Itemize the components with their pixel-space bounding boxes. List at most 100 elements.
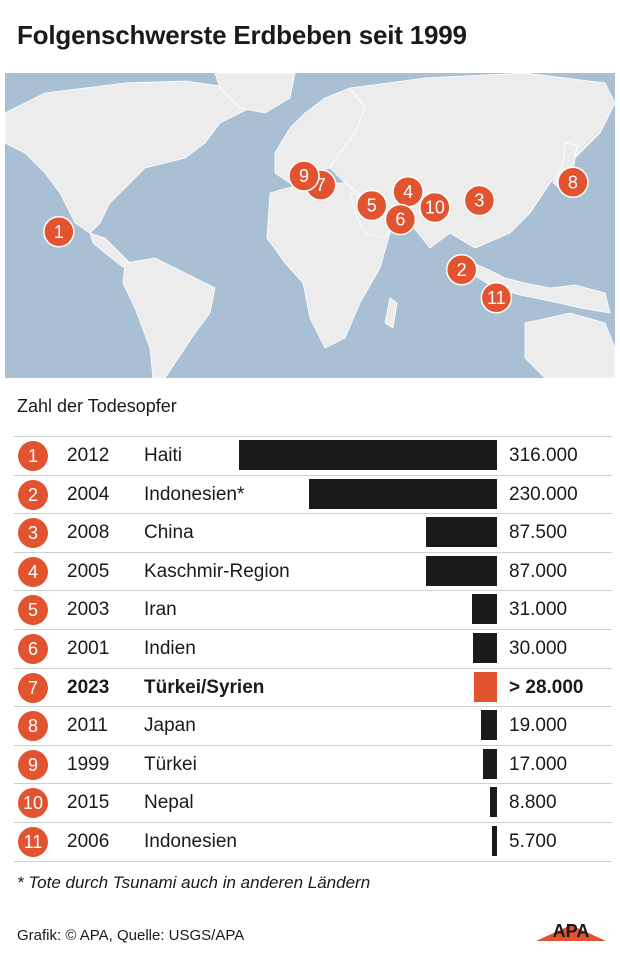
map-marker: 11: [480, 282, 513, 314]
country-label: Türkei: [144, 753, 197, 775]
map-marker-circle: [463, 184, 496, 217]
death-toll-value: 230.000: [509, 483, 578, 505]
year-label: 2006: [67, 830, 110, 852]
table-row: 7 2023 Türkei/Syrien > 28.000: [14, 667, 612, 707]
country-label: Japan: [144, 715, 196, 737]
map-marker-label: 6: [395, 210, 405, 230]
map-marker-circle: [445, 254, 478, 286]
land-madagascar: [384, 297, 398, 329]
year-label: 2003: [67, 599, 110, 621]
rank-badge: 10: [18, 788, 48, 819]
death-toll-value: 30.000: [509, 637, 568, 659]
apa-logo-text: APA: [553, 921, 590, 941]
country-label: Nepal: [144, 792, 194, 814]
map-marker-label: 7: [316, 175, 326, 195]
death-toll-bar: [425, 517, 497, 548]
country-label: Indien: [144, 637, 196, 659]
death-toll-value: 87.000: [509, 560, 568, 582]
death-toll-bar: [481, 710, 497, 741]
death-toll-value: 17.000: [509, 753, 568, 775]
map-marker-circle: [355, 189, 388, 222]
map-marker: 5: [355, 189, 388, 222]
table-row: 8 2011 Japan 19.000: [14, 706, 612, 745]
death-toll-value: 31.000: [509, 599, 568, 621]
death-toll-bar: [239, 440, 497, 470]
rank-badge: 1: [18, 441, 48, 471]
map-marker-label: 4: [403, 182, 413, 202]
year-label: 2005: [67, 560, 110, 582]
death-toll-bar: [474, 671, 497, 702]
map-canvas: 1 2 3 4 56 7 8 9 10 11: [5, 73, 615, 378]
land-south-america: [122, 257, 216, 378]
map-marker: 3: [463, 184, 496, 217]
death-toll-value: 316.000: [509, 445, 578, 466]
map-marker-circle: [384, 203, 417, 236]
death-toll-value: 87.500: [509, 522, 568, 544]
world-map: 1 2 3 4 5 6 7 8 9 10 11: [5, 73, 615, 378]
death-toll-bar: [425, 555, 497, 586]
table-row: 1 2012 Haiti 316.000: [14, 436, 612, 475]
country-label: Indonesien: [144, 830, 237, 852]
death-toll-bar: [483, 748, 497, 779]
death-toll-bar: [471, 594, 497, 625]
land-greenland: [214, 73, 296, 114]
table-row: 6 2001 Indien 30.000: [14, 628, 612, 668]
country-label: Türkei/Syrien: [144, 676, 265, 698]
map-marker-label: 1: [54, 222, 64, 242]
table-row: 2 2004 Indonesien* 230.000: [14, 474, 612, 514]
map-marker: 6: [384, 203, 417, 236]
map-markers: 1 2 3 4 56 7 8 9 10 11: [43, 160, 589, 314]
rank-badge: 9: [18, 749, 48, 780]
land-australia: [524, 312, 615, 378]
year-label: 2011: [67, 715, 108, 737]
year-label: 2015: [67, 792, 110, 814]
map-marker: 2: [445, 254, 478, 286]
chart-subtitle: Zahl der Todesopfer: [17, 396, 177, 416]
land-central-america: [89, 232, 131, 268]
map-marker: 10: [419, 191, 451, 224]
death-toll-bar: [309, 478, 497, 509]
map-marker-label: 11: [487, 288, 506, 308]
land-north-america: [5, 80, 251, 234]
year-label: 2001: [67, 637, 110, 659]
map-marker: 8: [557, 166, 589, 198]
table-row: 9 1999 Türkei 17.000: [14, 744, 612, 784]
table-row: 4 2005 Kaschmir-Region 87.000: [14, 551, 612, 591]
year-label: 1999: [67, 753, 110, 775]
country-label: China: [144, 522, 194, 544]
table-row: 5 2003 Iran 31.000: [14, 590, 612, 629]
rank-badge: 4: [18, 556, 48, 587]
table-row: 3 2008 China 87.500: [14, 513, 612, 552]
death-toll-bar: [492, 825, 497, 856]
rank-badge: 5: [18, 595, 48, 626]
map-marker-circle: [43, 216, 75, 248]
rank-badge: 2: [18, 479, 48, 510]
country-label: Indonesien*: [144, 483, 245, 505]
apa-logo: APA: [536, 921, 606, 941]
map-marker-circle: [557, 166, 589, 198]
country-label: Iran: [144, 599, 177, 621]
death-toll-bar: [489, 787, 497, 818]
map-marker-label: 10: [425, 198, 445, 218]
map-marker-circle: [288, 160, 320, 192]
rank-badge: 11: [18, 826, 48, 857]
rank-badge: 6: [18, 633, 48, 664]
map-marker-label: 9: [299, 166, 309, 186]
map-marker: 1: [43, 216, 75, 248]
year-label: 2012: [67, 445, 110, 466]
table-row: 11 2006 Indonesien 5.700: [14, 821, 612, 862]
death-toll-value: > 28.000: [509, 676, 584, 698]
death-toll-value: 5.700: [509, 830, 557, 852]
map-marker-label: 2: [457, 260, 467, 280]
map-marker: 4: [392, 176, 424, 208]
rank-badge: 8: [18, 711, 48, 742]
map-marker: 9: [288, 160, 320, 192]
year-label: 2023: [67, 676, 110, 698]
map-marker-circle: [419, 191, 451, 224]
page-title: Folgenschwerste Erdbeben seit 1999: [17, 20, 467, 50]
country-label: Kaschmir-Region: [144, 560, 290, 582]
rank-badge: 3: [18, 518, 48, 549]
table-row: 10 2015 Nepal 8.800: [14, 783, 612, 822]
death-toll-value: 8.800: [509, 792, 557, 814]
rank-badge: 7: [18, 672, 48, 703]
